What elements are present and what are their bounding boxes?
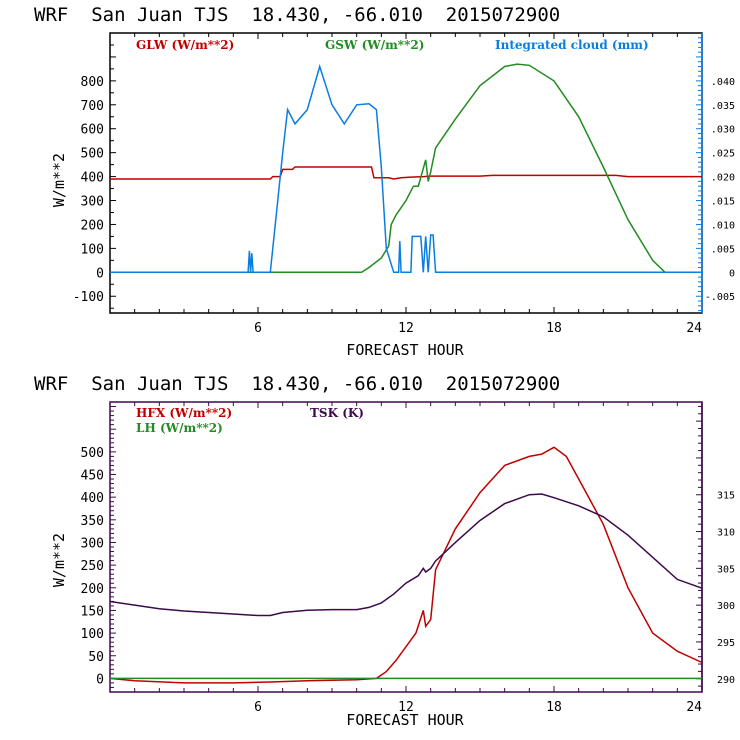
legend-glw: GLW (W/m**2): [136, 38, 234, 52]
x-tick-label: 24: [686, 700, 702, 715]
right-y-tick-label: 295: [717, 638, 735, 649]
right-y-tick-label: -.005: [705, 292, 735, 303]
series-line-gsw: [110, 63, 702, 274]
y-tick-label: 600: [81, 123, 104, 138]
right-y-tick-label: 305: [717, 564, 735, 575]
series-line-integrated: [110, 63, 702, 274]
legend-tsk: TSK (K): [310, 406, 364, 420]
legend-hfx: HFX (W/m**2): [136, 406, 232, 420]
x-axis-label: FORECAST HOUR: [346, 711, 464, 729]
right-y-tick-label: .005: [711, 244, 735, 255]
right-y-tick-label: .025: [711, 149, 735, 160]
x-axis-label: FORECAST HOUR: [346, 341, 464, 359]
chart-title: WRF San Juan TJS 18.430, -66.010 2015072…: [34, 373, 560, 395]
right-y-tick-label: .010: [711, 220, 735, 231]
x-tick-label: 6: [254, 700, 262, 715]
y-tick-label: 800: [81, 75, 104, 90]
right-y-tick-label: 315: [717, 491, 735, 502]
y-tick-label: -100: [73, 290, 104, 305]
y-tick-label: 500: [81, 446, 104, 461]
y-tick-label: 300: [81, 195, 104, 210]
right-y-tick-label: .040: [711, 77, 735, 88]
x-tick-label: 12: [398, 321, 414, 336]
legend-integrated-cloud: Integrated cloud (mm): [495, 38, 649, 52]
right-y-tick-label: .015: [711, 197, 735, 208]
x-tick-label: 24: [686, 321, 702, 336]
y-tick-label: 300: [81, 536, 104, 551]
heat-flux-chart: WRF San Juan TJS 18.430, -66.010 2015072…: [34, 373, 735, 729]
right-y-tick-label: 290: [717, 675, 735, 686]
x-tick-label: 18: [546, 321, 562, 336]
y-tick-label: 200: [81, 218, 104, 233]
y-tick-label: 400: [81, 171, 104, 186]
plot-frame: [109, 401, 703, 693]
y-tick-label: 350: [81, 514, 104, 529]
y-axis-label: W/m**2: [50, 533, 68, 587]
x-tick-label: 6: [254, 321, 262, 336]
y-tick-label: 200: [81, 582, 104, 597]
y-tick-label: 450: [81, 469, 104, 484]
chart-title: WRF San Juan TJS 18.430, -66.010 2015072…: [34, 4, 560, 26]
y-tick-label: 100: [81, 627, 104, 642]
y-tick-label: 100: [81, 242, 104, 257]
y-tick-label: 500: [81, 147, 104, 162]
y-tick-label: 700: [81, 99, 104, 114]
right-y-tick-label: 310: [717, 528, 735, 539]
legend-lh: LH (W/m**2): [136, 421, 223, 435]
y-tick-label: 150: [81, 604, 104, 619]
y-tick-label: 0: [96, 672, 104, 687]
y-tick-label: 400: [81, 491, 104, 506]
right-y-tick-label: .030: [711, 125, 735, 136]
y-tick-label: 50: [88, 650, 104, 665]
x-tick-label: 18: [546, 700, 562, 715]
series-line-tsk: [109, 493, 703, 617]
legend-gsw: GSW (W/m**2): [325, 38, 424, 52]
right-y-tick-label: .020: [711, 173, 735, 184]
right-y-tick-label: 300: [717, 601, 735, 612]
radiation-chart: WRF San Juan TJS 18.430, -66.010 2015072…: [34, 4, 735, 359]
right-y-tick-label: 0: [729, 268, 735, 279]
right-y-tick-label: .035: [711, 101, 735, 112]
series-line-hfx: [109, 446, 703, 684]
plot-frame: [109, 32, 703, 314]
x-tick-label: 12: [398, 700, 414, 715]
y-tick-label: 0: [96, 266, 104, 281]
y-axis-label: W/m**2: [50, 153, 68, 207]
y-tick-label: 250: [81, 559, 104, 574]
series-line-glw: [110, 166, 702, 180]
